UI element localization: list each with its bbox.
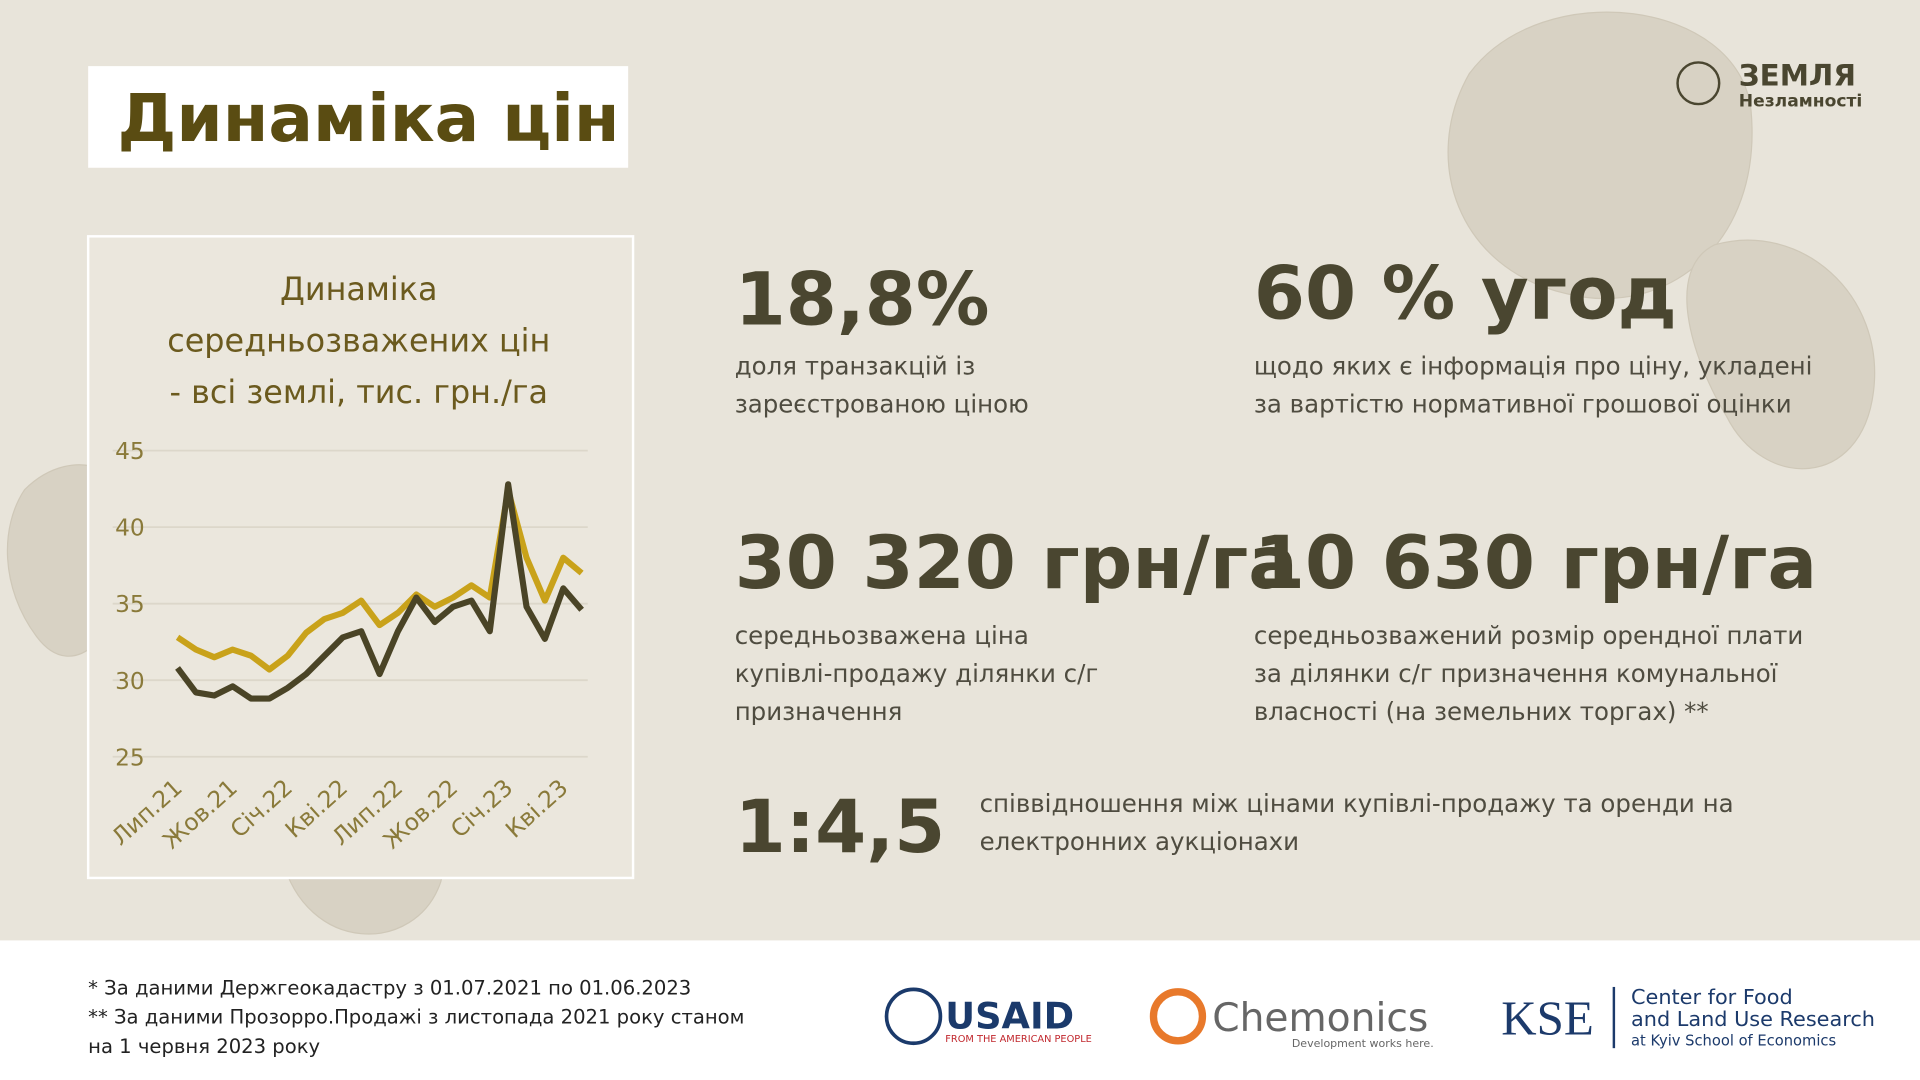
chart-title: Динаміка (280, 270, 437, 308)
chart-title: середньозважених цін (167, 321, 550, 359)
stat-description: купівлі-продажу ділянки с/г (735, 659, 1099, 688)
data-line (175, 481, 584, 702)
stat-description: за вартістю нормативної грошової оцінки (1254, 390, 1792, 419)
usaid-seal (884, 987, 943, 1046)
kse-line: at Kyiv School of Economics (1631, 1033, 1836, 1050)
stat-description: доля транзакцій із (735, 352, 976, 381)
kse-line: Center for Food (1631, 985, 1793, 1009)
y-tick-label: 30 (115, 668, 145, 695)
stat-description: за ділянки с/г призначення комунальної (1254, 659, 1778, 688)
kse-line: and Land Use Research (1631, 1007, 1875, 1031)
y-tick-label: 35 (115, 591, 145, 618)
footnote: на 1 червня 2023 року (88, 1035, 320, 1058)
chemonics-mark (1149, 988, 1207, 1045)
y-tick-label: 25 (115, 744, 145, 771)
y-tick-label: 40 (115, 515, 145, 542)
stat-description: зареєстрованою ціною (735, 390, 1029, 419)
usaid-tagline: FROM THE AMERICAN PEOPLE (945, 1034, 1092, 1045)
stat-description: середньозважена ціна (735, 621, 1029, 650)
stat-value: 10 630 грн/га (1254, 521, 1817, 606)
logo-text: ЗЕМЛЯ (1739, 59, 1856, 93)
stat-description: щодо яких є інформація про ціну, укладен… (1254, 352, 1813, 381)
usaid-logo: USAID (945, 995, 1074, 1038)
page-title: Динаміка цін (118, 80, 620, 157)
chemonics-tagline: Development works here. (1292, 1037, 1434, 1050)
stat-value: 30 320 грн/га (735, 521, 1298, 606)
footnote: * За даними Держгеокадастру з 01.07.2021… (88, 976, 691, 999)
chart-panel (86, 235, 635, 880)
stat-value: 18,8% (735, 257, 990, 342)
footer (0, 940, 1920, 1080)
kse-logo: KSE (1501, 991, 1594, 1046)
chemonics-logo: Chemonics (1212, 996, 1428, 1041)
footnote: ** За даними Прозорро.Продажі з листопад… (88, 1006, 744, 1029)
stat-description: власності (на земельних торгах) ** (1254, 697, 1709, 726)
stat-value: 1:4,5 (735, 785, 946, 870)
logo-subtext: Незламності (1739, 92, 1863, 112)
stat-description: призначення (735, 697, 903, 726)
stat-description: співвідношення між цінами купівлі-продаж… (980, 789, 1734, 818)
logo-icon (1676, 61, 1721, 106)
stat-description: електронних аукціонахи (980, 827, 1299, 856)
stat-value: 60 % угод (1254, 251, 1677, 336)
title-box (88, 66, 629, 168)
stat-description: середньозважений розмір орендної плати (1254, 621, 1803, 650)
y-tick-label: 45 (115, 438, 145, 465)
chart-title: - всі землі, тис. грн./га (170, 373, 549, 411)
